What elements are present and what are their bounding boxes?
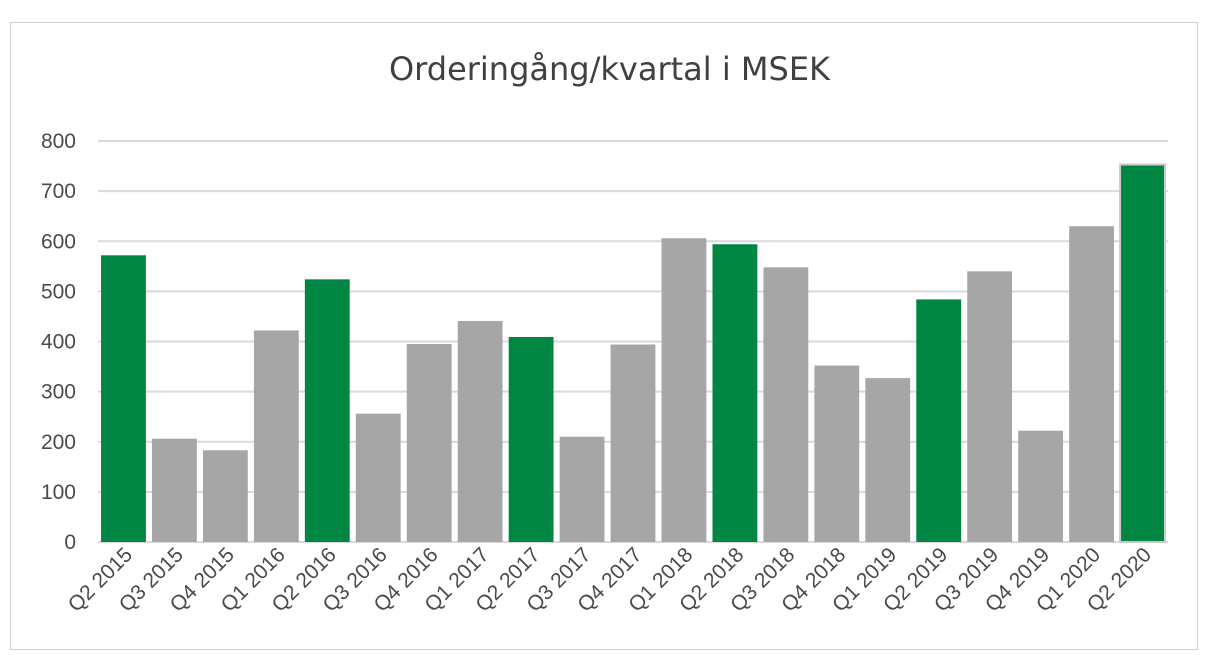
bar-q3-2016	[355, 413, 401, 542]
bar-q3-2015	[152, 438, 197, 542]
bar-q4-2015	[202, 450, 248, 542]
bar-q4-2017	[610, 344, 656, 542]
bars	[101, 163, 1166, 543]
y-tick-label: 800	[41, 130, 76, 153]
bar-q3-2017	[559, 436, 605, 542]
bar-q4-2018	[814, 365, 860, 542]
y-axis-ticks: 0 100 200 300 400 500 600 700 800	[41, 130, 76, 554]
bar-q1-2017	[457, 320, 503, 542]
bar-q2-2015	[101, 255, 146, 542]
y-tick-label: 300	[41, 381, 76, 404]
bar-q1-2018	[661, 238, 707, 542]
y-tick-label: 0	[64, 531, 76, 554]
y-tick-label: 600	[41, 230, 76, 253]
bar-q3-2018	[763, 267, 809, 542]
y-tick-label: 200	[41, 431, 76, 454]
bar-q2-2016	[304, 279, 350, 542]
bar-q2-2017	[508, 336, 554, 542]
bar-q1-2020	[1069, 226, 1114, 542]
bar-q1-2019	[865, 378, 911, 542]
bar-q4-2016	[406, 344, 452, 542]
bar-q4-2019	[1018, 430, 1064, 542]
bar-q2-2019	[916, 299, 962, 542]
bar-q2-2018	[712, 244, 758, 542]
bar-q2-2020	[1119, 163, 1166, 543]
bar-q1-2016	[253, 330, 299, 542]
bar-q3-2019	[967, 271, 1013, 542]
y-tick-label: 400	[41, 331, 76, 354]
y-tick-label: 700	[41, 180, 76, 203]
y-tick-label: 100	[41, 481, 76, 504]
y-tick-label: 500	[41, 280, 76, 303]
chart-title: Orderingång/kvartal i MSEK	[388, 50, 831, 88]
